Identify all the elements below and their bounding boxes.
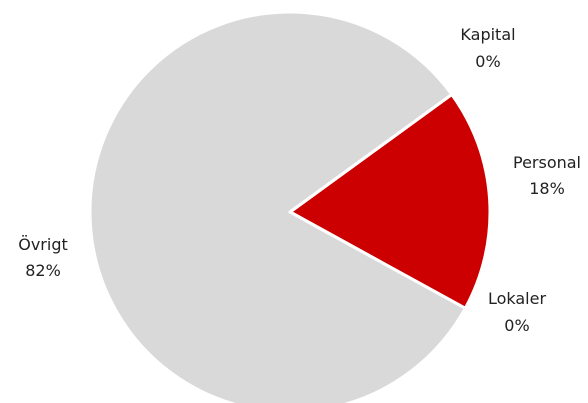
slice-label-lokaler-value: 0%	[504, 316, 529, 335]
slice-label-ovrigt-value: 82%	[25, 261, 61, 280]
slice-label-personal-name: Personal	[513, 153, 581, 172]
slice-label-personal-value: 18%	[529, 179, 565, 198]
slice-label-kapital-name: Kapital	[460, 25, 515, 44]
pie-slices	[88, 10, 492, 403]
label-kapital: Kapital 0%	[460, 25, 515, 71]
pie-slice-personal	[288, 92, 492, 310]
label-personal: Personal 18%	[513, 153, 581, 198]
slice-label-ovrigt-name: Övrigt	[18, 235, 68, 254]
label-lokaler: Lokaler 0%	[488, 289, 547, 335]
pie-slice-kapital	[288, 92, 454, 214]
slice-label-kapital-value: 0%	[475, 52, 500, 71]
label-ovrigt: Övrigt 82%	[18, 235, 68, 280]
slice-label-lokaler-name: Lokaler	[488, 289, 547, 308]
pie-slice--vrigt	[88, 10, 467, 403]
